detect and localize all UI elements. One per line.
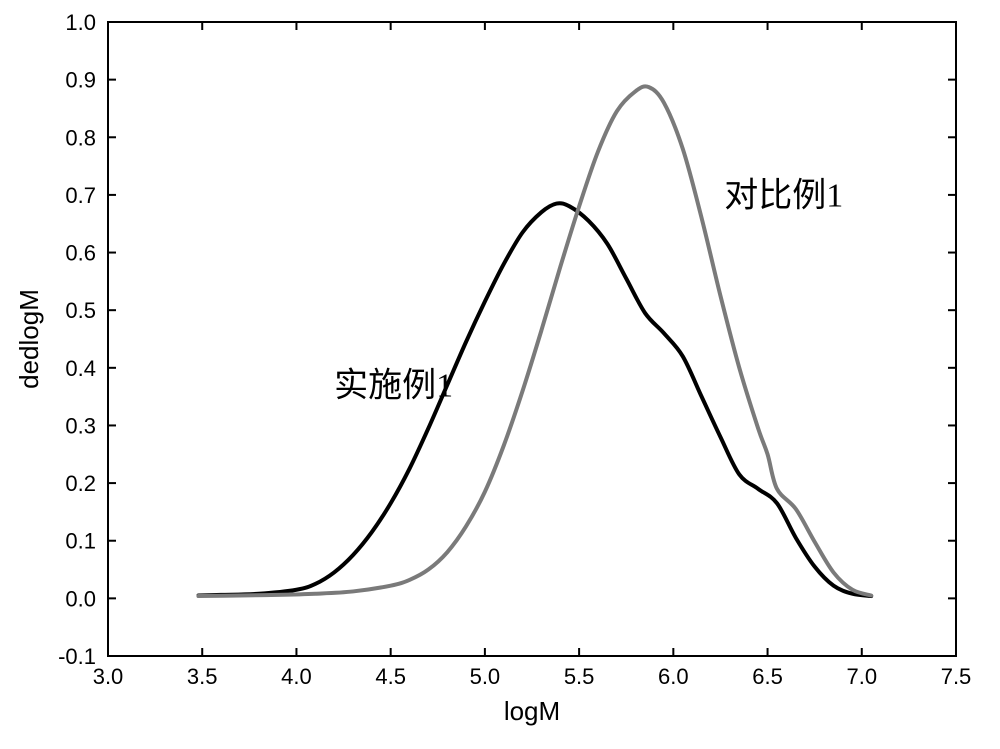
x-tick-label: 4.5 xyxy=(375,664,406,689)
y-tick-label: 0.6 xyxy=(65,241,96,266)
annotation-0: 实施例1 xyxy=(334,367,453,405)
y-tick-label: -0.1 xyxy=(58,644,96,669)
annotation-1: 对比例1 xyxy=(724,176,843,214)
x-axis-label: logM xyxy=(504,696,560,726)
y-tick-label: 0.8 xyxy=(65,125,96,150)
x-tick-label: 6.5 xyxy=(752,664,783,689)
y-tick-label: 0.4 xyxy=(65,356,96,381)
y-tick-label: 0.2 xyxy=(65,471,96,496)
y-tick-label: 0.0 xyxy=(65,586,96,611)
chart-svg: 3.0 3.5 4.0 4.5 5.0 5.5 6.0 6.5 7.0 7.5 -0.1 0.0 0.1… xyxy=(0,0,1000,749)
x-tick-label: 7.0 xyxy=(846,664,877,689)
x-tick-label: 5.0 xyxy=(470,664,501,689)
chart-container: 3.0 3.5 4.0 4.5 5.0 5.5 6.0 6.5 7.0 7.5 -0.1 0.0 0.1… xyxy=(0,0,1000,749)
y-tick-label: 0.5 xyxy=(65,298,96,323)
x-tick-label: 5.5 xyxy=(564,664,595,689)
y-tick-label: 0.9 xyxy=(65,68,96,93)
y-tick-label: 0.3 xyxy=(65,413,96,438)
y-axis-label: dedlogM xyxy=(14,289,44,389)
x-tick-label: 7.5 xyxy=(941,664,972,689)
x-tick-label: 3.5 xyxy=(187,664,218,689)
y-tick-label: 0.1 xyxy=(65,529,96,554)
x-tick-label: 6.0 xyxy=(658,664,689,689)
y-tick-label: 1.0 xyxy=(65,10,96,35)
x-tick-label: 4.0 xyxy=(281,664,312,689)
y-tick-label: 0.7 xyxy=(65,183,96,208)
x-tick-label: 3.0 xyxy=(93,664,124,689)
